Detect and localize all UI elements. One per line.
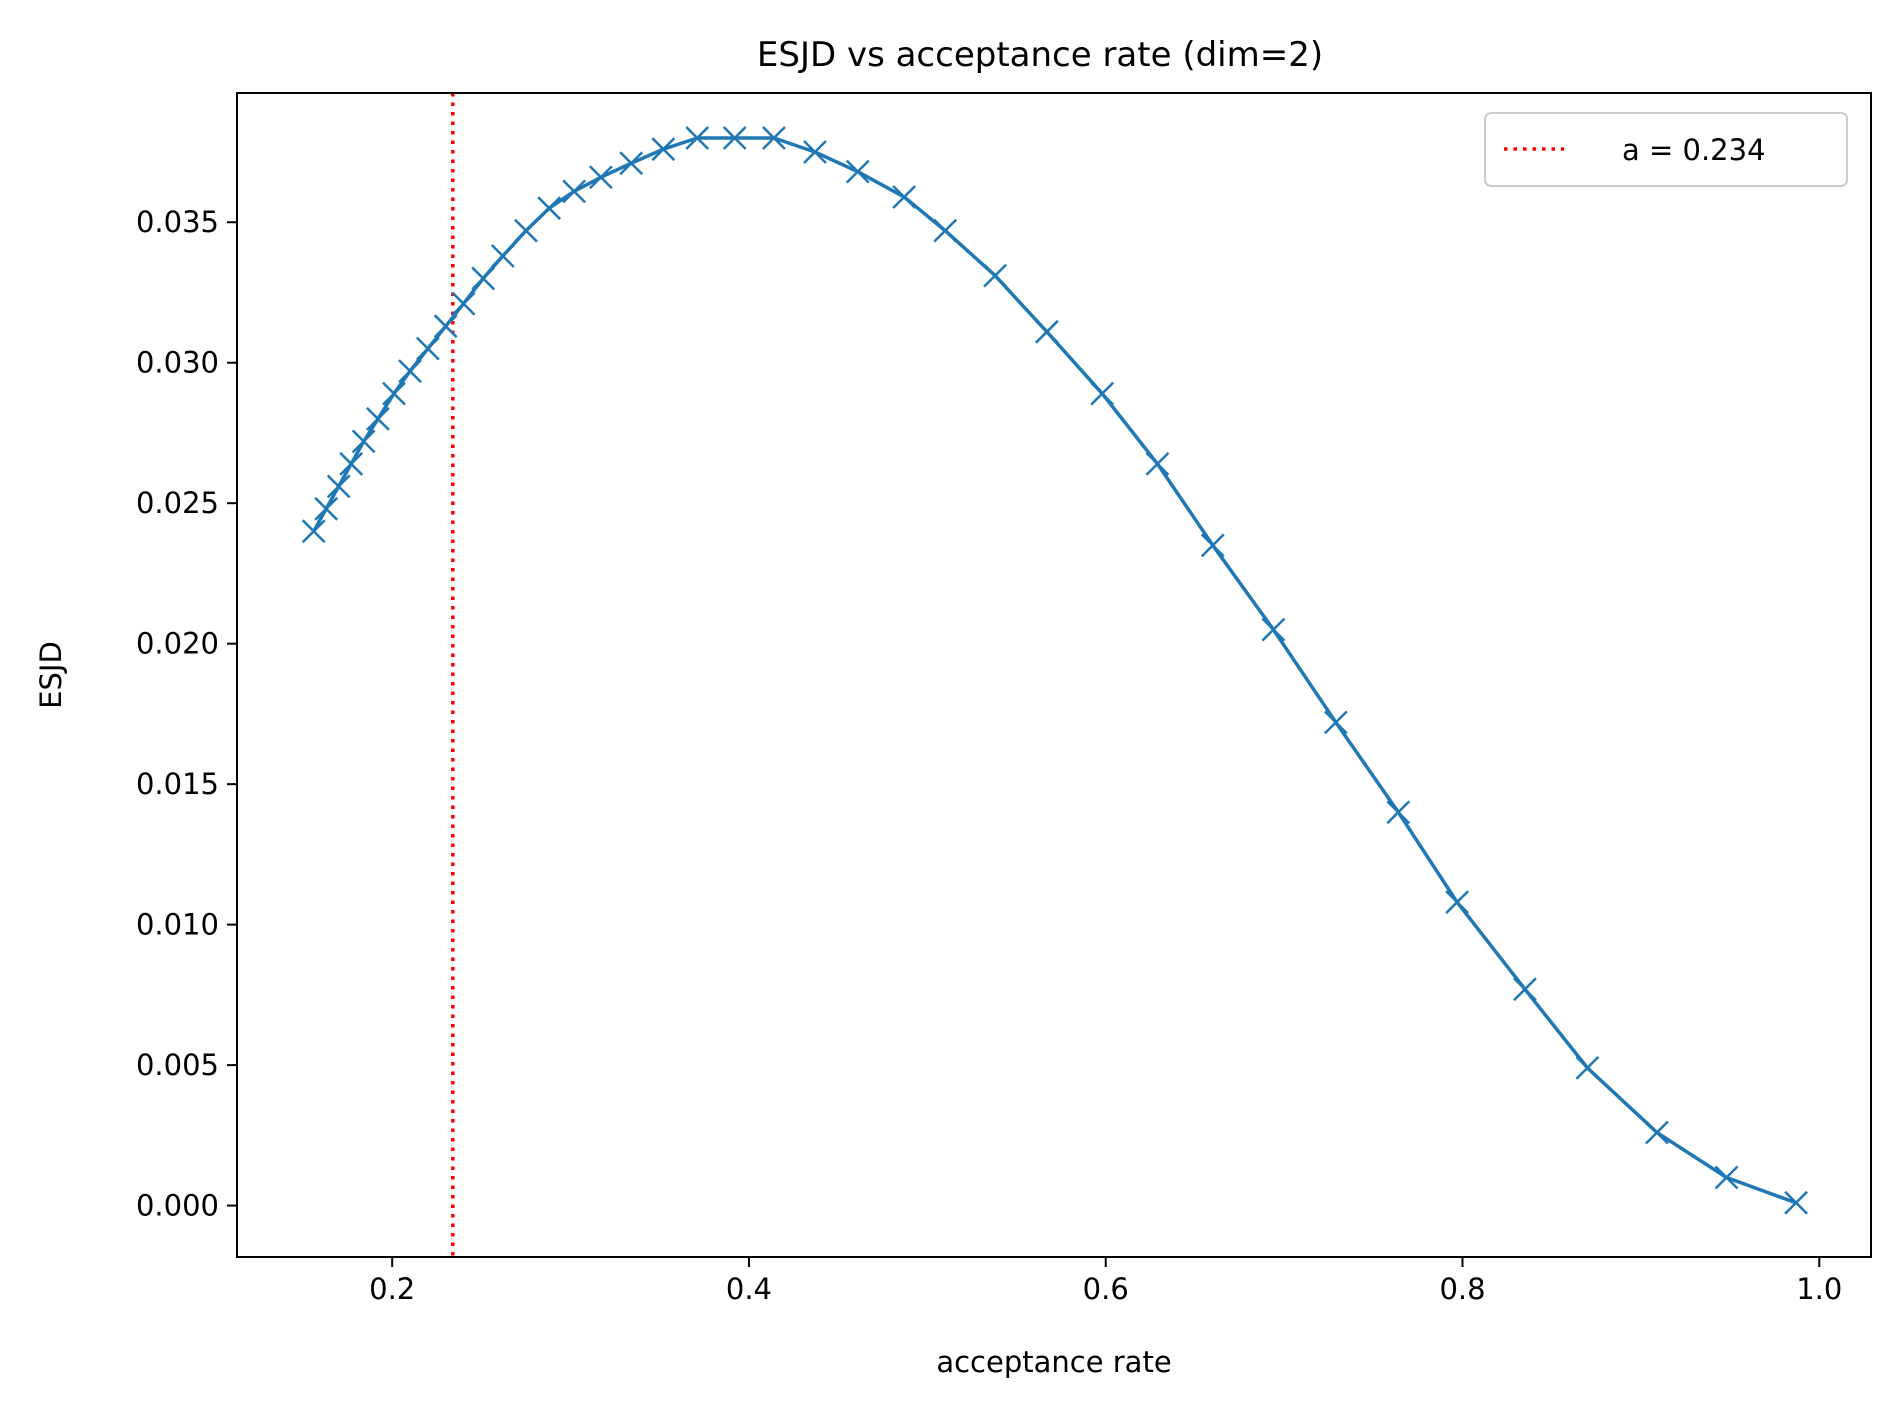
data-point-marker	[722, 126, 747, 150]
data-point-marker	[537, 196, 562, 221]
data-point-marker	[339, 451, 364, 476]
y-tick-label: 0.005	[136, 1048, 219, 1082]
y-tick-label: 0.020	[136, 627, 219, 661]
data-point-marker	[1200, 533, 1225, 558]
data-point-marker	[983, 263, 1008, 288]
y-tick-label: 0.030	[136, 346, 219, 380]
x-tick-label: 0.2	[369, 1272, 415, 1306]
data-point-marker	[451, 291, 476, 316]
data-point-marker	[589, 165, 613, 190]
data-point-marker	[1261, 617, 1286, 642]
data-point-marker	[1034, 319, 1059, 344]
data-point-marker	[490, 244, 515, 268]
y-tick-label: 0.000	[136, 1189, 219, 1223]
data-point-marker	[1090, 381, 1115, 406]
data-point-marker	[471, 266, 496, 291]
data-point-marker	[845, 159, 870, 184]
data-point-marker	[1784, 1190, 1808, 1215]
data-point-marker	[1445, 890, 1470, 915]
data-point-marker	[301, 519, 326, 544]
y-axis: 0.000 0.005 0.010 0.015 0.020 0.025 0.030 0.035	[136, 205, 237, 1223]
chart-title: ESJD vs acceptance rate (dim=2)	[757, 35, 1323, 75]
plot-frame	[236, 92, 1872, 1258]
data-point-marker	[562, 179, 587, 204]
data-point-marker	[803, 140, 827, 164]
data-point-marker	[1645, 1120, 1669, 1145]
data-point-marker	[351, 429, 376, 454]
data-point-marker	[415, 336, 440, 361]
data-point-marker	[433, 314, 458, 339]
data-point-marker	[1575, 1056, 1600, 1080]
legend: a = 0.234	[1484, 112, 1848, 187]
y-tick-label: 0.015	[136, 767, 219, 801]
y-axis-label: ESJD	[34, 641, 68, 709]
data-point-marker	[1386, 800, 1411, 825]
data-point-marker	[651, 137, 676, 162]
x-axis-label: acceptance rate	[936, 1345, 1171, 1379]
legend-box	[1484, 112, 1848, 187]
x-tick-label: 1.0	[1796, 1272, 1842, 1306]
data-point-marker	[1714, 1165, 1739, 1190]
data-point-marker	[326, 474, 351, 499]
data-point-marker	[762, 126, 786, 150]
data-point-marker	[1145, 451, 1170, 476]
data-point-marker	[1513, 977, 1537, 1002]
data-point-marker	[685, 126, 710, 150]
data-point-marker	[1323, 710, 1348, 735]
data-point-marker	[382, 381, 406, 406]
data-point-marker	[314, 496, 339, 521]
x-tick-label: 0.6	[1083, 1272, 1129, 1306]
legend-label: a = 0.234	[1622, 133, 1766, 167]
y-tick-label: 0.035	[136, 205, 219, 239]
plot-area	[301, 93, 1808, 1257]
data-point-marker	[366, 407, 390, 431]
x-tick-label: 0.4	[726, 1272, 772, 1306]
x-tick-label: 0.8	[1439, 1272, 1485, 1306]
series-line	[311, 136, 1798, 1205]
data-point-marker	[892, 185, 917, 209]
data-point-marker	[398, 359, 422, 384]
data-point-marker	[933, 218, 958, 243]
y-tick-label: 0.010	[136, 908, 219, 942]
data-point-marker	[619, 151, 644, 176]
x-axis: 0.2 0.4 0.6 0.8 1.0	[369, 1257, 1842, 1306]
data-point-marker	[514, 218, 538, 243]
y-tick-label: 0.025	[136, 486, 219, 520]
